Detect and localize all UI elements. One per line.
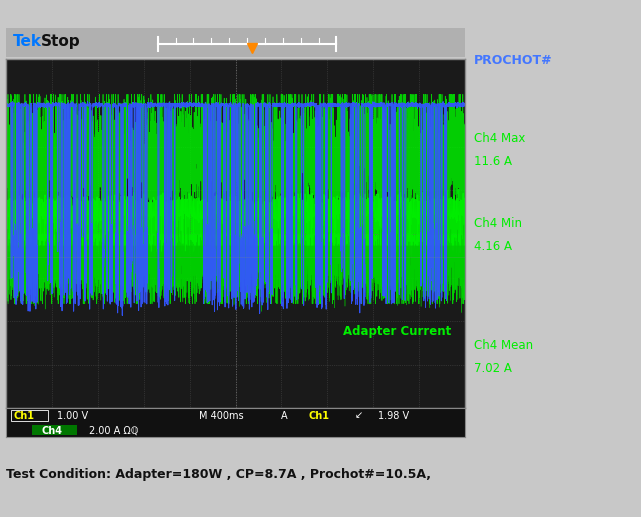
Text: PROCHOT#: PROCHOT# [474,54,553,67]
Text: Test Condition: Adapter=180W , CP=8.7A , Prochot#=10.5A,: Test Condition: Adapter=180W , CP=8.7A ,… [6,468,431,481]
Text: ↙: ↙ [354,410,363,420]
Text: Adapter Current: Adapter Current [343,325,451,338]
Text: 11.6 A: 11.6 A [474,155,512,168]
Text: 4.16 A: 4.16 A [474,240,512,253]
Text: M 400ms: M 400ms [199,410,244,420]
Text: 2.00 A Ωℚ: 2.00 A Ωℚ [89,425,138,436]
Text: Ch4 Max: Ch4 Max [474,132,526,145]
Text: Tek: Tek [13,34,42,49]
Text: Ch1: Ch1 [13,410,34,420]
Text: 7.02 A: 7.02 A [474,362,512,375]
Text: Ch4 Min: Ch4 Min [474,217,522,230]
Text: Ch4 Mean: Ch4 Mean [474,339,533,352]
Text: 1.98 V: 1.98 V [378,410,409,420]
Text: 1.00 V: 1.00 V [57,410,88,420]
Text: A: A [281,410,288,420]
Text: Stop: Stop [41,34,80,49]
Text: Ch1: Ch1 [309,410,330,420]
Text: Ch4: Ch4 [42,425,63,436]
FancyBboxPatch shape [31,424,78,435]
